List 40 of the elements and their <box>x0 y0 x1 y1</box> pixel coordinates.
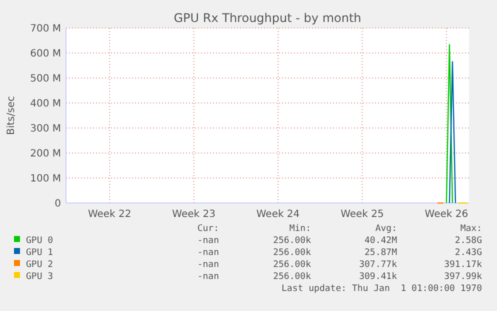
text: Avg: <box>375 224 397 234</box>
y-tick-label: 300 M <box>30 124 61 134</box>
text: Last update: Thu Jan 1 01:00:00 1970 <box>282 284 482 294</box>
text: 256.00k <box>273 260 312 270</box>
text: Min: <box>289 224 311 234</box>
y-tick-label: 100 M <box>30 174 61 184</box>
chart-title: GPU Rx Throughput - by month <box>174 11 362 25</box>
y-tick-label: 700 M <box>30 24 61 34</box>
y-tick-label: 500 M <box>30 74 61 84</box>
text: 397.99k <box>444 272 483 282</box>
text: -nan <box>197 236 219 246</box>
text: -nan <box>197 272 219 282</box>
text: 309.41k <box>359 272 398 282</box>
y-tick-label: 600 M <box>30 48 61 60</box>
text: 307.77k <box>359 260 398 270</box>
y-axis-title: Bits/sec <box>6 96 17 135</box>
text: Max: <box>460 224 482 234</box>
text: 40.42M <box>364 236 398 246</box>
x-tick-label: Week 22 <box>88 209 132 220</box>
text: Cur: <box>197 224 219 234</box>
legend-label: GPU 1 <box>26 248 54 258</box>
text: 391.17k <box>444 260 483 270</box>
text: 256.00k <box>273 272 312 282</box>
y-tick-label: 0 <box>54 198 61 210</box>
y-tick-label: 200 M <box>30 148 61 160</box>
text: 25.87M <box>364 248 398 258</box>
text: -nan <box>197 260 219 270</box>
text: 256.00k <box>273 236 312 246</box>
text: 2.43G <box>454 248 482 258</box>
text: -nan <box>197 248 219 258</box>
legend-label: GPU 0 <box>26 236 54 246</box>
x-tick-label: Week 26 <box>424 209 468 220</box>
x-tick-label: Week 24 <box>256 209 300 220</box>
x-tick-label: Week 25 <box>340 209 384 220</box>
y-tick-label: 400 M <box>30 98 61 110</box>
text: 2.58G <box>454 236 482 246</box>
legend-label: GPU 2 <box>26 260 54 270</box>
legend-label: GPU 3 <box>26 272 54 282</box>
text: 256.00k <box>273 248 312 258</box>
x-tick-label: Week 23 <box>172 209 216 220</box>
